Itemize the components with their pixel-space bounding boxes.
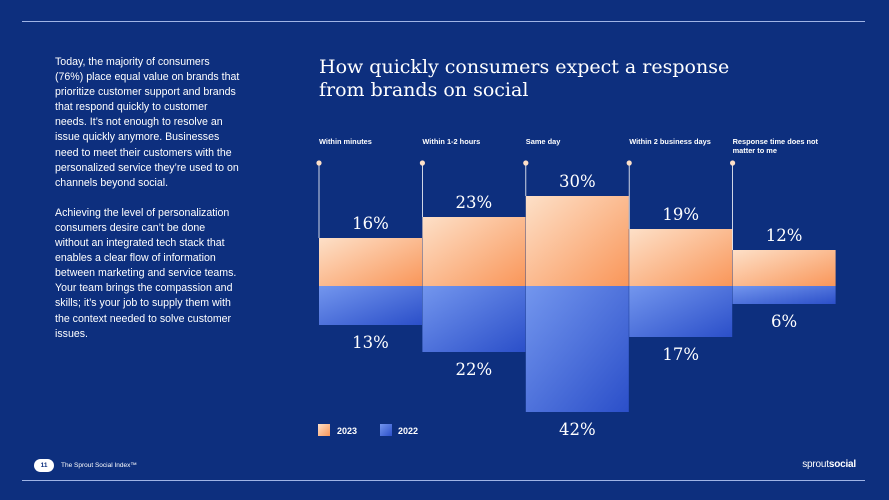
category-label: Within minutes [319,137,372,146]
bar-2023 [732,250,836,286]
data-label-2022: 13% [352,333,389,352]
sprout-social-logo: sproutsocial [802,459,856,470]
data-label-2023: 30% [559,172,596,191]
bar-2022 [629,286,733,337]
bar-2022 [422,286,526,352]
bar-2023 [319,238,422,286]
publication-name: The Sprout Social Index™ [61,462,137,469]
chart-title: How quickly consumers expect a response … [319,56,730,101]
bar-2022 [732,286,836,304]
body-paragraph-1: Today, the majority of consumers (76%) p… [55,56,240,189]
page-number-badge: 11 [34,459,54,472]
data-label-2023: 16% [352,214,389,233]
category-leader-dot [626,160,632,166]
logo-part-2: social [828,459,856,470]
top-divider [22,21,865,22]
bar-2023 [525,196,629,286]
category-leader-dot [523,160,529,166]
legend-label-2023: 2023 [337,426,357,436]
category-label: Within 2 business days [629,137,711,146]
data-label-2022: 17% [662,345,699,364]
data-label-2023: 19% [662,205,699,224]
data-label-2022: 42% [559,420,596,439]
category-leader-dot [316,160,322,166]
data-label-2023: 12% [766,226,803,245]
body-copy: Today, the majority of consumers (76%) p… [55,55,240,357]
category-label: Within 1-2 hours [422,137,480,146]
bottom-divider [22,480,865,481]
category-label: Same day [526,137,561,146]
legend-swatch-2023 [318,424,330,436]
logo-part-1: sprout [802,459,829,470]
bar-2022 [525,286,629,412]
legend-label-2022: 2022 [398,426,418,436]
data-label-2023: 23% [456,193,493,212]
bar-2023 [629,229,733,286]
legend-swatch-2022 [380,424,392,436]
data-label-2022: 6% [771,312,797,331]
bar-2022 [319,286,422,325]
category-leader-dot [419,160,425,166]
category-label: Response time does not matter to me [733,137,819,155]
category-leader-dot [730,160,736,166]
bar-2023 [422,217,526,286]
body-paragraph-2: Achieving the level of personalization c… [55,206,237,340]
data-label-2022: 22% [456,360,493,379]
